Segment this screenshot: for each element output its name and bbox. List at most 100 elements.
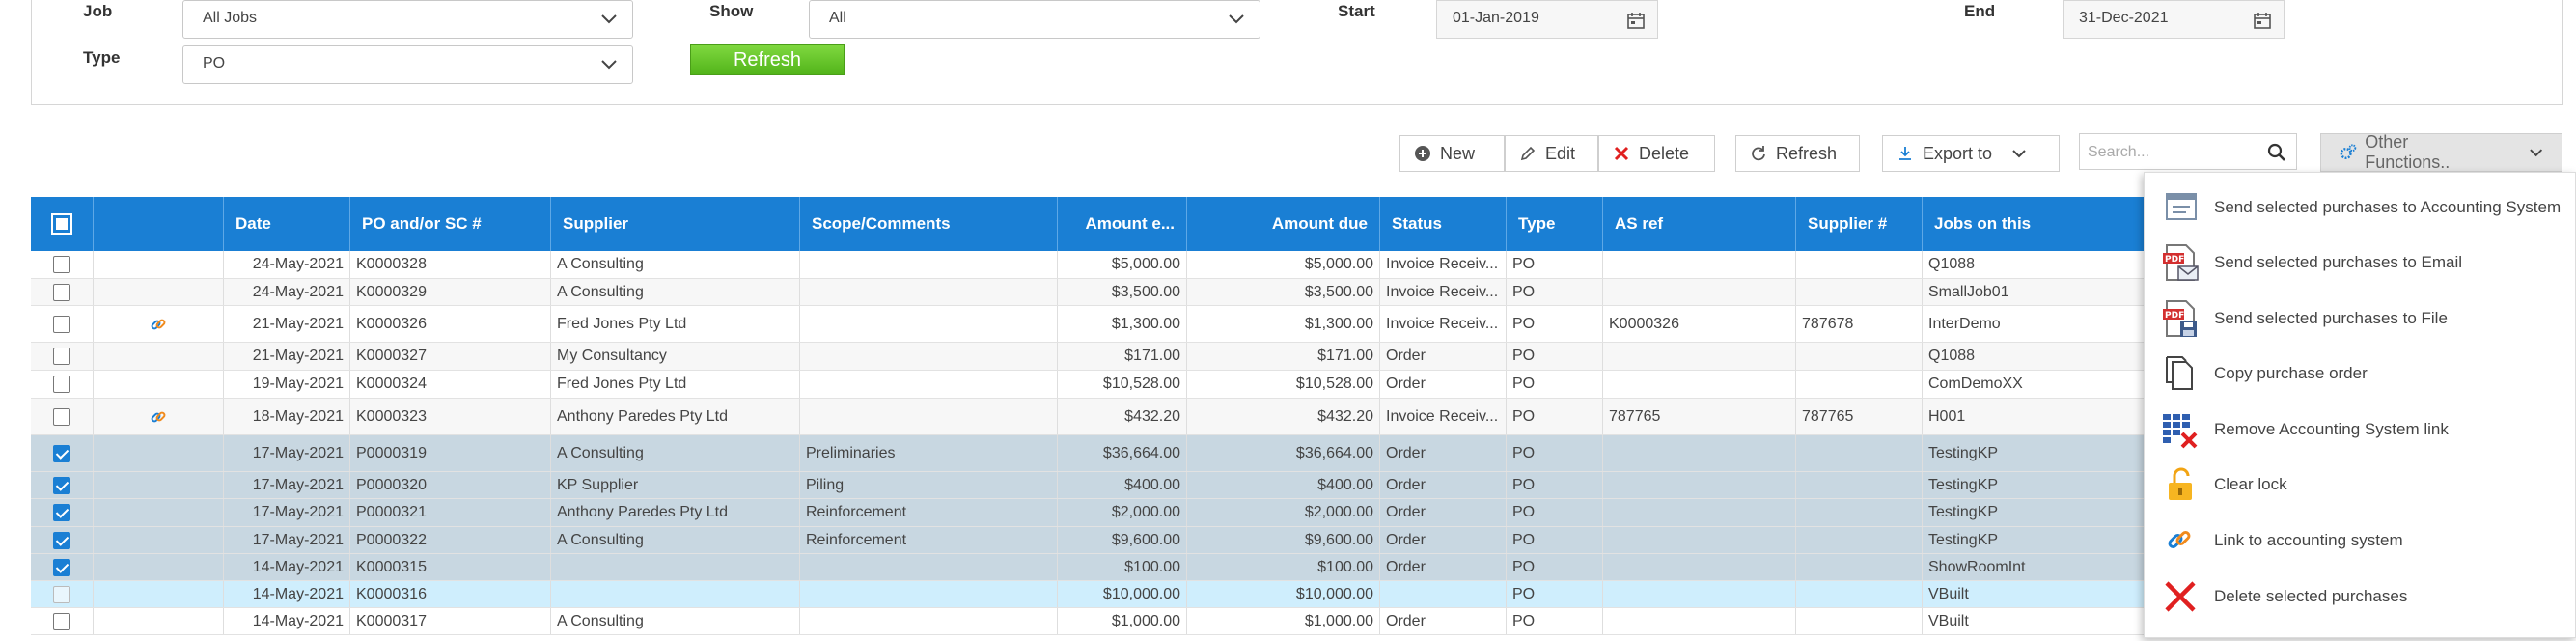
cell-amount-due: $1,000.00 <box>1187 608 1380 634</box>
calendar-icon[interactable] <box>2253 11 2272 30</box>
row-checkbox[interactable] <box>53 348 70 365</box>
pdf-email-icon: PDF <box>2161 243 2200 282</box>
cell-amount-due: $432.20 <box>1187 399 1380 434</box>
col-header-scope[interactable]: Scope/Comments <box>800 197 1058 251</box>
col-header-amount-e[interactable]: Amount e... <box>1058 197 1187 251</box>
export-button[interactable]: Export to <box>1882 135 2060 172</box>
table-row[interactable]: 17-May-2021 P0000322 A Consulting Reinforce… <box>31 527 2563 554</box>
col-header-amount-due[interactable]: Amount due <box>1187 197 1380 251</box>
cell-supplier-no <box>1796 581 1923 607</box>
table-row[interactable]: 17-May-2021 P0000319 A Consulting Prelimina… <box>31 435 2563 472</box>
table-row[interactable]: 21-May-2021 K0000326 Fred Jones Pty Ltd $1,… <box>31 306 2563 343</box>
menu-item-send-selected-purchases-to-file[interactable]: PDF Send selected purchases to File <box>2145 291 2576 347</box>
table-row[interactable]: 19-May-2021 K0000324 Fred Jones Pty Ltd $10… <box>31 371 2563 399</box>
cell-amount-e: $36,664.00 <box>1058 435 1187 471</box>
link-icon[interactable] <box>149 407 168 427</box>
col-header-supplier-no[interactable]: Supplier # <box>1796 197 1923 251</box>
start-date-field[interactable]: 01-Jan-2019 <box>1436 0 1658 39</box>
table-row[interactable]: 17-May-2021 P0000321 Anthony Paredes Pty L… <box>31 499 2563 527</box>
filter-refresh-button[interactable]: Refresh <box>690 44 845 75</box>
other-functions-button[interactable]: Other Functions.. <box>2320 132 2562 172</box>
cell-status: Order <box>1380 343 1507 370</box>
row-checkbox-cell <box>31 371 94 398</box>
col-header-date[interactable]: Date <box>224 197 350 251</box>
menu-item-clear-lock[interactable]: Clear lock <box>2145 457 2576 513</box>
col-header-type[interactable]: Type <box>1507 197 1603 251</box>
edit-button[interactable]: Edit <box>1505 135 1598 172</box>
cell-as-ref <box>1603 581 1796 607</box>
search-input[interactable]: Search... <box>2079 133 2297 170</box>
cell-supplier: A Consulting <box>551 279 800 305</box>
end-date-field[interactable]: 31-Dec-2021 <box>2063 0 2285 39</box>
cell-supplier-no <box>1796 343 1923 370</box>
col-header-po[interactable]: PO and/or SC # <box>350 197 551 251</box>
menu-item-delete-selected-purchases[interactable]: Delete selected purchases <box>2145 569 2576 625</box>
row-checkbox[interactable] <box>53 504 70 521</box>
cell-status: Order <box>1380 472 1507 498</box>
table-row[interactable]: 14-May-2021 K0000317 A Consulting $1,000.00… <box>31 608 2563 635</box>
cell-type: PO <box>1507 371 1603 398</box>
accounting-export-icon <box>2161 188 2200 227</box>
menu-item-send-selected-purchases-to-accounting-system[interactable]: Send selected purchases to Accounting Sy… <box>2145 180 2576 236</box>
type-select[interactable]: PO <box>182 45 633 84</box>
row-checkbox[interactable] <box>53 315 70 333</box>
end-label: End <box>1964 2 1996 20</box>
toolbar-refresh-button[interactable]: Refresh <box>1735 135 1860 172</box>
menu-item-label: Send selected purchases to Email <box>2214 253 2463 271</box>
delete-button[interactable]: Delete <box>1598 135 1715 172</box>
cell-supplier-no: 787678 <box>1796 306 1923 342</box>
col-header-supplier[interactable]: Supplier <box>551 197 800 251</box>
toolbar-refresh-label: Refresh <box>1776 143 1838 163</box>
cell-date: 18-May-2021 <box>224 399 350 434</box>
calendar-icon[interactable] <box>1626 11 1646 30</box>
search-placeholder: Search... <box>2088 144 2150 160</box>
header-select-all[interactable] <box>31 197 94 251</box>
cell-amount-due: $3,500.00 <box>1187 279 1380 305</box>
row-checkbox[interactable] <box>53 283 70 301</box>
menu-item-copy-purchase-order[interactable]: Copy purchase order <box>2145 346 2576 402</box>
menu-item-label: Remove Accounting System link <box>2214 420 2449 438</box>
menu-item-remove-accounting-system-link[interactable]: Remove Accounting System link <box>2145 402 2576 458</box>
search-icon[interactable] <box>2267 143 2286 162</box>
link-icon[interactable] <box>149 315 168 334</box>
col-header-as-ref[interactable]: AS ref <box>1603 197 1796 251</box>
row-checkbox[interactable] <box>53 531 70 549</box>
col-header-status[interactable]: Status <box>1380 197 1507 251</box>
table-row[interactable]: 14-May-2021 K0000316 $10,000.00 $10,000.00 P… <box>31 581 2563 608</box>
cell-amount-e: $3,500.00 <box>1058 279 1187 305</box>
row-checkbox[interactable] <box>53 256 70 273</box>
table-row[interactable]: 24-May-2021 K0000329 A Consulting $3,500.00… <box>31 279 2563 306</box>
row-checkbox-cell <box>31 343 94 370</box>
row-checkbox[interactable] <box>53 444 70 462</box>
cell-type: PO <box>1507 435 1603 471</box>
edit-button-label: Edit <box>1545 143 1576 163</box>
row-checkbox[interactable] <box>53 558 70 576</box>
table-row[interactable]: 18-May-2021 K0000323 Anthony Paredes Pty L… <box>31 399 2563 435</box>
cell-po: P0000320 <box>350 472 551 498</box>
cell-type: PO <box>1507 251 1603 278</box>
menu-item-send-selected-purchases-to-email[interactable]: PDF Send selected purchases to Email <box>2145 235 2576 291</box>
cell-date: 17-May-2021 <box>224 435 350 471</box>
cell-supplier: A Consulting <box>551 608 800 634</box>
table-row[interactable]: 24-May-2021 K0000328 A Consulting $5,000.00… <box>31 251 2563 279</box>
row-checkbox[interactable] <box>53 585 70 603</box>
table-row[interactable]: 14-May-2021 K0000315 $100.00 $100.00 Order PO… <box>31 554 2563 581</box>
table-row[interactable]: 21-May-2021 K0000327 My Consultancy $171.00… <box>31 343 2563 371</box>
show-select[interactable]: All <box>809 0 1260 39</box>
select-all-checkbox[interactable] <box>51 213 72 235</box>
cell-amount-e: $400.00 <box>1058 472 1187 498</box>
cell-status: Order <box>1380 527 1507 553</box>
row-link-cell <box>94 371 224 398</box>
copy-icon <box>2161 354 2200 393</box>
menu-item-link-to-accounting-system[interactable]: Link to accounting system <box>2145 513 2576 569</box>
unlock-icon <box>2161 465 2200 504</box>
cell-scope <box>800 581 1058 607</box>
new-button[interactable]: New <box>1399 135 1505 172</box>
show-select-value: All <box>829 10 846 26</box>
row-checkbox[interactable] <box>53 407 70 426</box>
job-select[interactable]: All Jobs <box>182 0 633 39</box>
row-checkbox[interactable] <box>53 376 70 393</box>
table-row[interactable]: 17-May-2021 P0000320 KP Supplier Piling $400… <box>31 472 2563 499</box>
row-checkbox[interactable] <box>53 476 70 494</box>
row-checkbox[interactable] <box>53 612 70 630</box>
